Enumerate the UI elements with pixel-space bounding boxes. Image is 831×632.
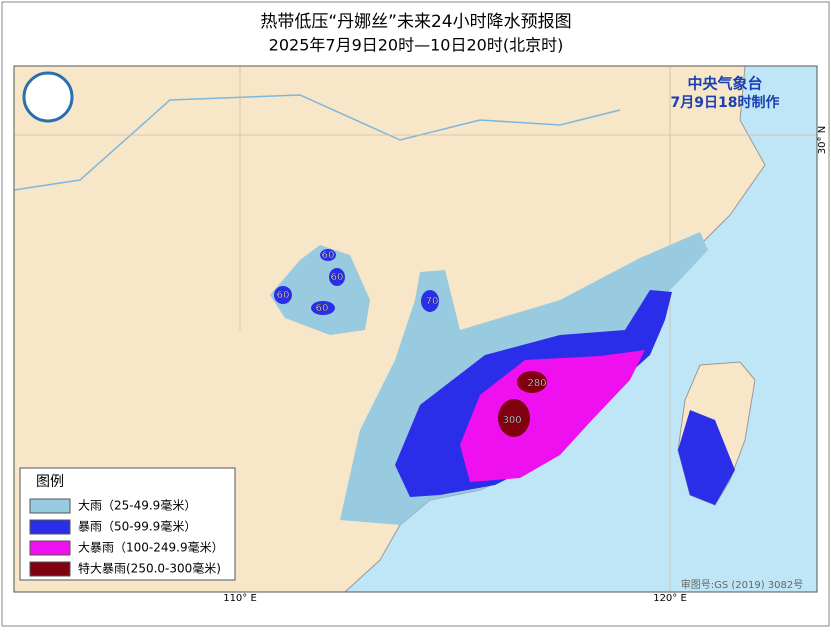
rain-area [270,245,370,335]
lon-label: 120° E [653,593,687,604]
rain-area [498,399,530,437]
rain-area [311,301,335,315]
rain-label: 280 [527,378,546,389]
lon-label: 110° E [223,593,257,604]
rain-area [421,290,439,312]
subtitle: 2025年7月9日20时—10日20时(北京时) [269,36,564,55]
legend-swatch [29,498,71,514]
legend-title: 图例 [36,474,64,490]
rain-area [678,410,735,505]
rain-area [517,371,547,393]
rain-label: 60 [331,272,344,283]
legend-label: 大暴雨（100-249.9毫米） [78,540,224,555]
rain-label: 70 [426,296,439,307]
approval: 审图号:GS (2019) 3082号 [681,578,804,591]
legend-label: 暴雨（50-99.9毫米） [78,519,196,534]
rain-area [460,350,645,482]
issued: 7月9日18时制作 [671,94,780,111]
title: 热带低压“丹娜丝”未来24小时降水预报图 [260,12,571,32]
legend-label: 特大暴雨(250.0-300毫米) [78,561,221,576]
river [14,94,621,191]
rain-area [274,286,292,304]
agency: 中央气象台 [687,75,762,93]
lat-label: 30° N [817,126,828,154]
rain-area [329,268,345,286]
logo [22,71,74,123]
rain-label: 60 [322,250,335,261]
map-border [13,65,818,593]
legend-swatch [29,540,71,556]
legend-label: 大雨（25-49.9毫米） [78,498,196,513]
rain-label: 60 [316,303,329,314]
rain-area [320,249,336,261]
rain-label: 60 [277,290,290,301]
legend-swatch [29,519,71,535]
rain-label: 300 [502,415,521,426]
grid [14,66,817,592]
legend-swatch [29,561,71,577]
